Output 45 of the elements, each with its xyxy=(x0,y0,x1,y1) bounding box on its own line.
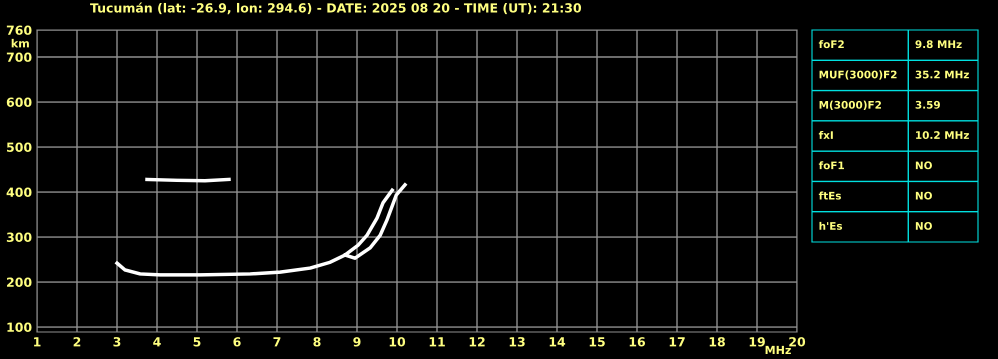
text: MUF(3000)F2 xyxy=(820,70,897,80)
y-tick-label: 600 xyxy=(6,97,32,107)
text: NO xyxy=(916,222,932,230)
y-tick-label: 500 xyxy=(7,142,32,152)
y-tick-label: 200 xyxy=(7,278,32,287)
text: 3.59 xyxy=(916,100,940,109)
text: NO xyxy=(916,192,932,200)
x-tick-label: 8 xyxy=(313,337,321,347)
text: foF2 xyxy=(818,40,844,48)
x-tick-label: 9 xyxy=(353,337,361,347)
x-tick-label: 17 xyxy=(670,337,685,346)
x-tick-label: 2 xyxy=(74,337,80,346)
x-tick-label: 7 xyxy=(273,337,280,346)
y-tick-label: 760 xyxy=(6,25,32,35)
text: 35.2 MHz xyxy=(916,70,969,78)
y-tick-label: 300 xyxy=(6,232,32,242)
x-tick-label: 4 xyxy=(153,337,161,346)
x-axis-title: MHz xyxy=(766,346,791,354)
x-tick-label: 13 xyxy=(510,337,525,347)
y-tick-label: 700 xyxy=(6,52,32,62)
x-tick-label: 14 xyxy=(550,337,566,346)
x-tick-label: 12 xyxy=(470,337,485,346)
text: 9.8 MHz xyxy=(915,40,962,48)
chart-title: Tucumán (lat: -26.9, lon: 294.6) - DATE: 2025 08 20 - TIME (UT): 21:30 xyxy=(90,2,582,14)
x-tick-label: 18 xyxy=(710,337,725,347)
text: h'Es xyxy=(820,222,842,230)
y-tick-label: 400 xyxy=(6,188,32,197)
text: fxI xyxy=(818,130,833,139)
text: NO xyxy=(916,161,932,170)
x-tick-label: 1 xyxy=(34,337,40,346)
x-tick-label: 15 xyxy=(590,337,605,347)
x-tick-label: 19 xyxy=(750,337,765,347)
y-tick-label: 100 xyxy=(7,322,32,332)
x-tick-label: 11 xyxy=(430,337,445,346)
x-tick-label: 3 xyxy=(113,337,120,347)
y-axis-title: km xyxy=(12,38,29,48)
x-tick-label: 5 xyxy=(194,337,200,347)
x-tick-label: 16 xyxy=(630,337,646,347)
text: foF1 xyxy=(818,161,844,170)
x-tick-label: 6 xyxy=(233,337,241,347)
text: ftEs xyxy=(818,192,841,200)
text: M(3000)F2 xyxy=(820,100,881,110)
x-tick-label: 20 xyxy=(789,337,806,347)
text: 10.2 MHz xyxy=(916,131,969,140)
x-tick-label: 10 xyxy=(390,337,406,347)
